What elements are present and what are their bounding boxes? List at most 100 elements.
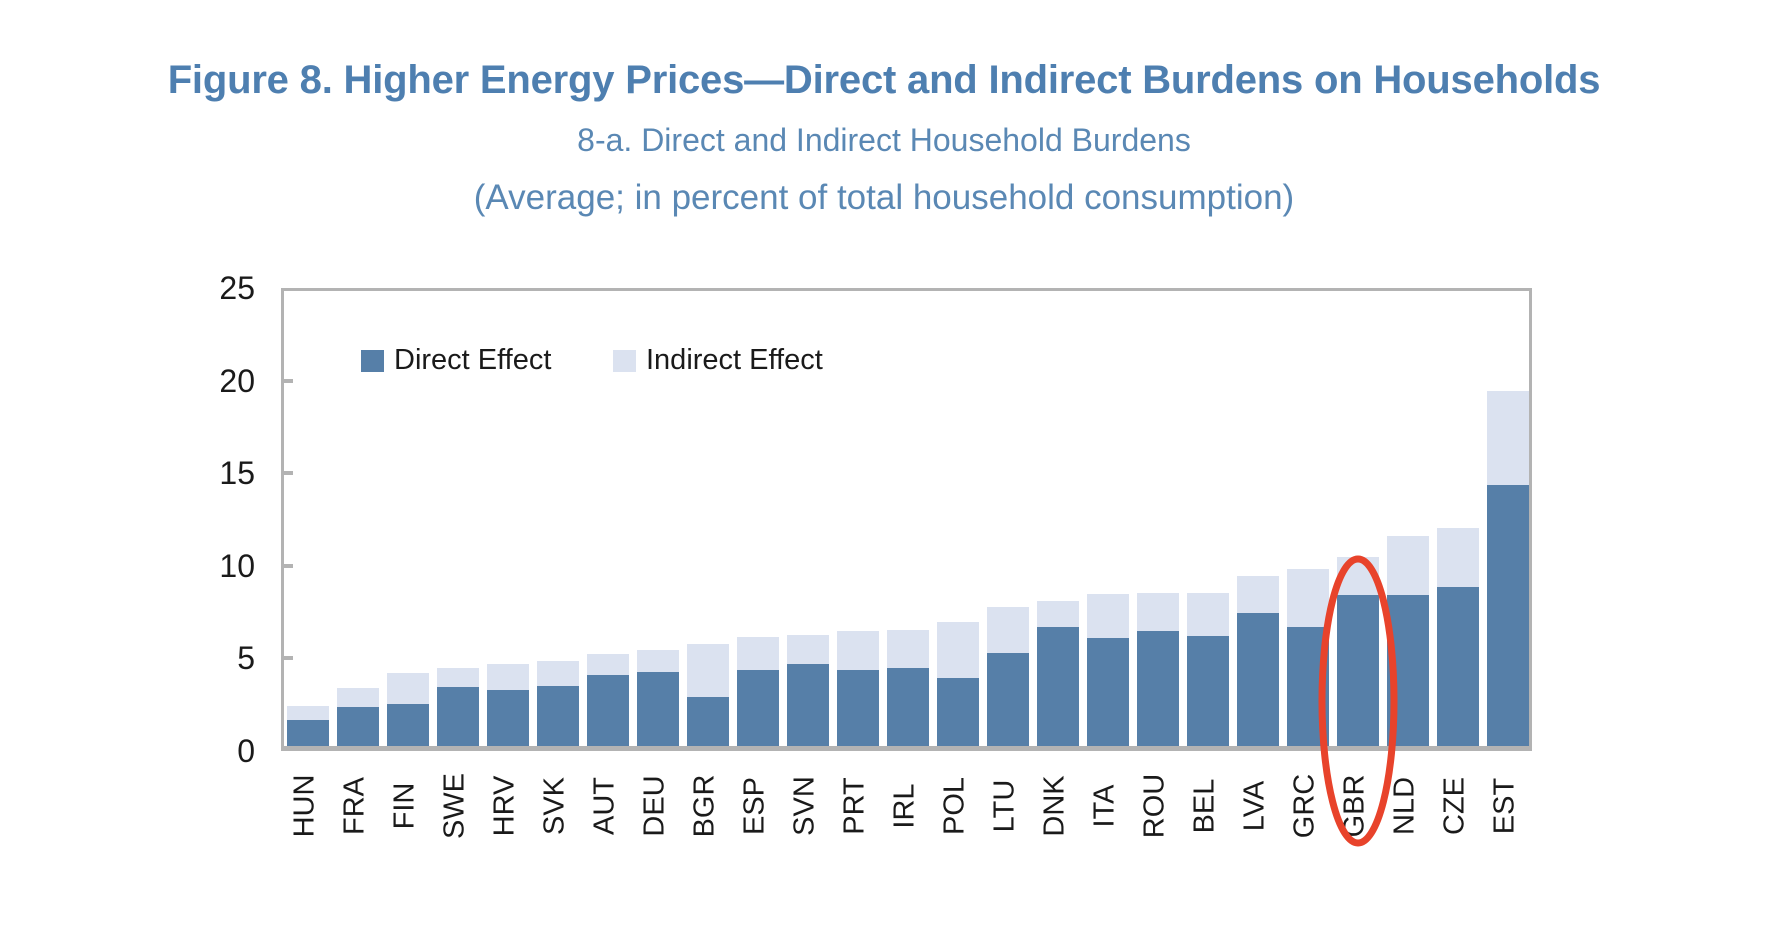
bar-segment-indirect-aut [587,654,629,675]
bar-segment-direct-rou [1137,631,1179,746]
bar-segment-indirect-fin [387,673,429,704]
bar-bel [1187,593,1229,746]
x-axis-label-ltu: LTU [988,779,1021,833]
x-axis-label-aut: AUT [588,777,621,835]
x-axis-label-bgr: BGR [688,774,721,838]
bar-segment-indirect-grc [1287,569,1329,627]
y-axis-tick-label-15: 15 [219,455,255,491]
bar-est [1487,390,1529,746]
x-axis-label-svn: SVN [788,776,821,836]
bar-segment-direct-svk [537,686,579,746]
bar-segment-direct-lva [1237,613,1279,746]
legend-item-indirect: Indirect Effect [613,344,823,377]
bar-segment-indirect-deu [637,650,679,672]
bar-segment-indirect-dnk [1037,601,1079,627]
bar-segment-indirect-ita [1087,594,1129,638]
x-axis-label-deu: DEU [638,775,671,837]
bar-ita [1087,594,1129,746]
x-axis-label-dnk: DNK [1038,775,1071,837]
bar-segment-direct-esp [737,670,779,746]
bar-deu [637,650,679,746]
bar-segment-direct-fra [337,707,379,746]
bar-dnk [1037,601,1079,746]
bar-segment-direct-cze [1437,587,1479,746]
bar-hun [287,706,329,746]
bar-segment-indirect-nld [1387,536,1429,595]
bar-segment-indirect-swe [437,668,479,687]
bar-segment-indirect-hrv [487,664,529,690]
bar-segment-direct-aut [587,675,629,746]
bar-rou [1137,593,1179,746]
bar-swe [437,668,479,746]
bar-ltu [987,607,1029,746]
bar-prt [837,631,879,746]
figure-title: Figure 8. Higher Energy Prices—Direct an… [167,58,1601,102]
bar-segment-direct-est [1487,485,1529,746]
bar-segment-indirect-svn [787,635,829,664]
indirect-effect-swatch-icon [613,349,636,372]
bar-segment-indirect-hun [287,706,329,720]
bar-segment-direct-prt [837,670,879,746]
y-axis-tick-label-10: 10 [219,548,255,584]
bar-segment-indirect-est [1487,391,1529,485]
x-axis-label-fin: FIN [388,782,421,830]
bar-segment-direct-ita [1087,638,1129,746]
bar-segment-indirect-fra [337,688,379,707]
bar-segment-indirect-esp [737,637,779,670]
direct-effect-swatch-icon [361,349,384,372]
bar-segment-direct-hrv [487,690,529,746]
bar-aut [587,653,629,746]
bar-segment-direct-fin [387,704,429,746]
bar-segment-direct-hun [287,720,329,746]
bar-segment-direct-pol [937,678,979,746]
y-axis-tick-label-20: 20 [219,363,255,399]
x-axis-label-lva: LVA [1238,780,1271,832]
bar-segment-indirect-ltu [987,607,1029,653]
x-axis-label-esp: ESP [738,776,771,836]
bar-segment-direct-irl [887,668,929,746]
y-axis-tick-label-25: 25 [219,270,255,306]
x-axis-label-irl: IRL [888,783,921,829]
highlight-ellipse [1318,555,1398,847]
panel-subtitle: 8-a. Direct and Indirect Household Burde… [577,122,1191,158]
bar-fin [387,673,429,746]
x-axis-label-hrv: HRV [488,775,521,837]
x-axis-label-pol: POL [938,776,971,836]
x-axis-label-svk: SVK [538,776,571,836]
x-axis-label-ita: ITA [1088,784,1121,828]
bar-segment-direct-bgr [687,697,729,746]
x-axis-label-prt: PRT [838,777,871,835]
y-axis-tick-label-5: 5 [237,640,255,676]
bar-segment-direct-swe [437,687,479,746]
bar-segment-indirect-prt [837,631,879,670]
bar-cze [1437,527,1479,746]
legend-label-direct: Direct Effect [394,344,552,376]
legend-item-direct: Direct Effect [361,344,551,377]
bar-irl [887,630,929,746]
bar-segment-indirect-cze [1437,528,1479,587]
y-axis-tick-mark-5 [281,656,293,660]
bar-lva [1237,576,1279,746]
bar-segment-direct-ltu [987,653,1029,746]
bar-segment-direct-bel [1187,636,1229,746]
y-axis-tick-mark-20 [281,379,293,383]
x-axis-label-est: EST [1488,777,1521,835]
x-axis-label-fra: FRA [338,777,371,835]
bar-segment-indirect-pol [937,622,979,678]
bar-segment-direct-gbr [1337,595,1379,746]
bar-segment-indirect-lva [1237,576,1279,613]
bar-bgr [687,644,729,746]
bar-segment-indirect-rou [1137,593,1179,631]
bar-segment-indirect-bel [1187,593,1229,636]
bar-segment-indirect-irl [887,630,929,668]
plot-area [281,288,1532,751]
x-axis-label-bel: BEL [1188,778,1221,834]
bar-pol [937,622,979,746]
bar-fra [337,688,379,746]
bar-segment-direct-svn [787,664,829,746]
x-axis-label-cze: CZE [1438,777,1471,835]
units-note: (Average; in percent of total household … [473,178,1295,217]
bar-segment-direct-dnk [1037,627,1079,746]
bar-svk [537,661,579,746]
bar-segment-direct-deu [637,672,679,746]
